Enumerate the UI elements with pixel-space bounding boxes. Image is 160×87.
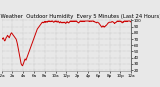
Title: Milwaukee Weather  Outdoor Humidity  Every 5 Minutes (Last 24 Hours): Milwaukee Weather Outdoor Humidity Every… (0, 14, 160, 19)
